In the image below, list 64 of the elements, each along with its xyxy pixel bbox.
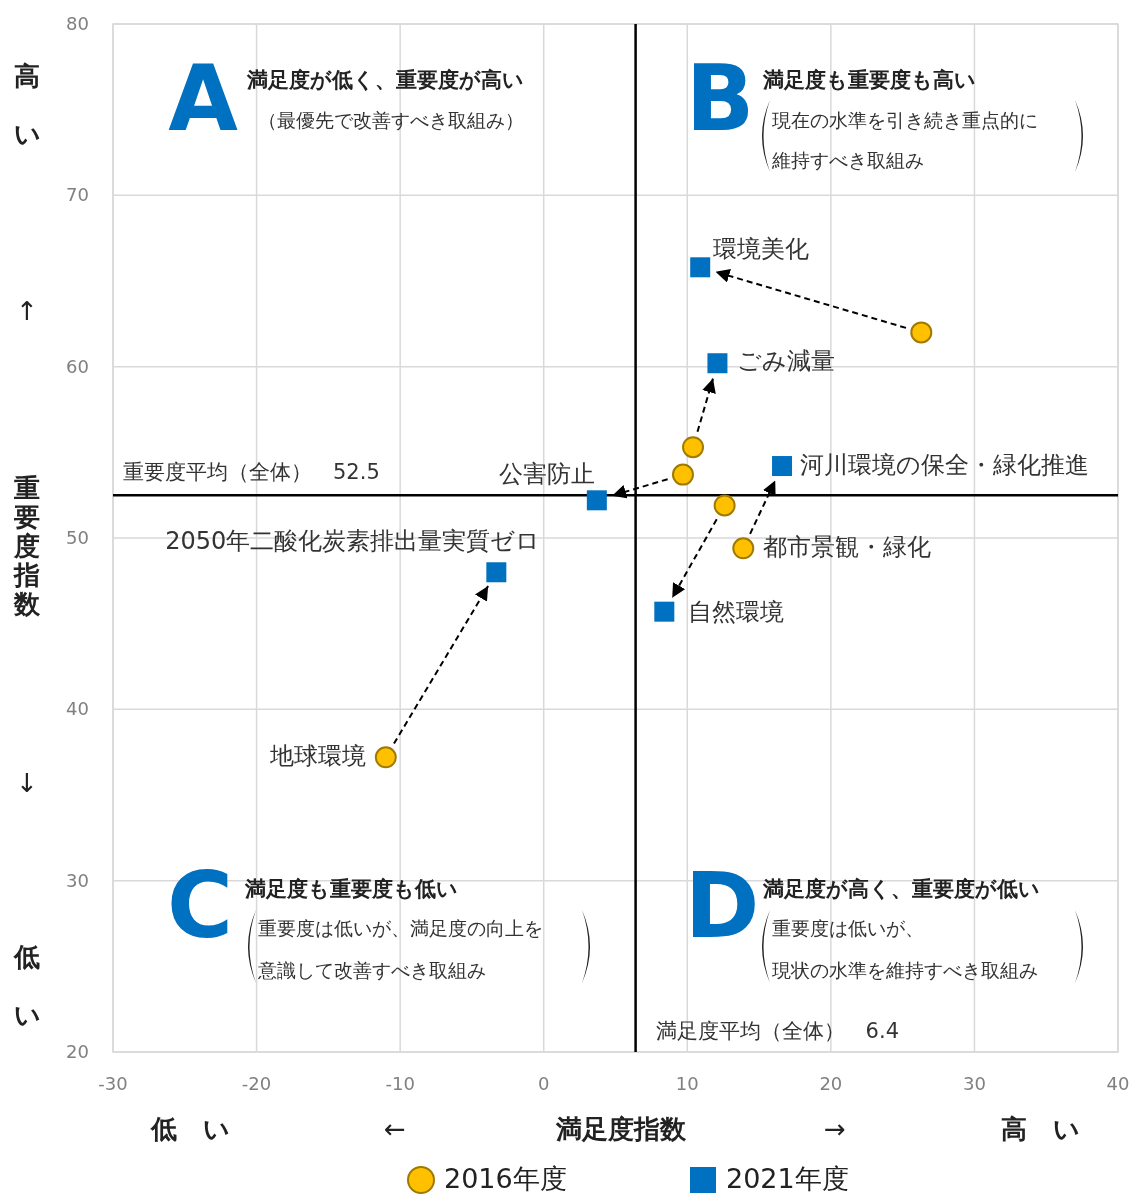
x-tick-label: 20 [819,1073,843,1094]
legend-label: 2016年度 [444,1163,567,1194]
annotation: 満足度も重要度も高い [762,68,976,92]
annotation: 地球環境 [268,742,366,771]
point [586,490,607,511]
annotation: 満足度が低く、重要度が高い [246,68,524,92]
annotation: 2050年二酸化炭素排出量実質ゼロ [165,527,541,556]
annotation: 現状の水準を維持すべき取組み [772,959,1038,981]
ref-line-label: 満足度平均（全体） 6.4 [655,1019,900,1043]
text: → [824,1114,846,1144]
point [671,463,694,486]
point [690,257,711,278]
text: 高い [13,61,41,149]
annotation: 環境美化 [713,235,810,264]
y-tick-label: 80 [66,13,89,34]
x-tick-label: 0 [537,1073,550,1094]
annotation: 重要度は低いが、満足度の向上を [258,917,543,939]
point [654,601,675,622]
text: 低い [13,942,41,1030]
annotation: D [684,853,760,958]
point [682,436,705,459]
x-tick-label: 30 [962,1073,986,1094]
annotation: 満足度も重要度も低い [244,877,458,901]
text: ← [384,1114,406,1144]
legend-label: 2021年度 [726,1163,849,1194]
y-tick-label: 40 [66,698,89,720]
point [772,456,793,477]
y-tick-label: 20 [66,1041,89,1062]
point [374,746,397,769]
annotation: 意識して改善すべき取組み [257,959,486,981]
annotation: 現在の水準を引き続き重点的に [772,109,1038,131]
y-tick-label: 70 [66,184,89,206]
annotation: A [168,46,239,151]
point [486,562,507,583]
annotation: 河川環境の保全・緑化推進 [800,451,1090,480]
annotation: C [166,853,234,958]
text: 低 い [149,1114,230,1144]
annotation: 重要度は低いが、 [772,917,924,939]
annotation: 維持すべき取組み [771,149,924,171]
text: 高 い [1000,1114,1080,1144]
annotation: 公害防止 [498,460,595,489]
y-axis-title: 重要度指数 [13,473,41,619]
text: ↑ [16,296,38,326]
text: ↓ [16,768,38,798]
x-tick-label: -10 [385,1073,415,1094]
x-tick-label: 10 [675,1073,699,1094]
annotation: 満足度が高く、重要度が低い [762,877,1040,901]
ref-line-label: 重要度平均（全体） 52.5 [123,460,380,485]
point [732,537,755,560]
y-tick-label: 60 [66,355,89,377]
point [910,321,933,344]
point [707,353,728,374]
x-tick-label: -20 [241,1073,272,1094]
annotation: ごみ減量 [737,347,836,376]
annotation: 都市景観・緑化 [763,533,932,562]
annotation: （最優先で改善すべき取組み） [258,109,524,131]
y-tick-label: 30 [66,869,89,891]
annotation: B [685,46,755,151]
x-tick-label: 40 [1106,1073,1130,1094]
y-tick-label: 50 [66,527,89,548]
x-tick-label: -30 [98,1073,128,1094]
x-axis-title: 満足度指数 [554,1114,687,1144]
annotation: 自然環境 [688,597,785,626]
point [713,494,736,517]
